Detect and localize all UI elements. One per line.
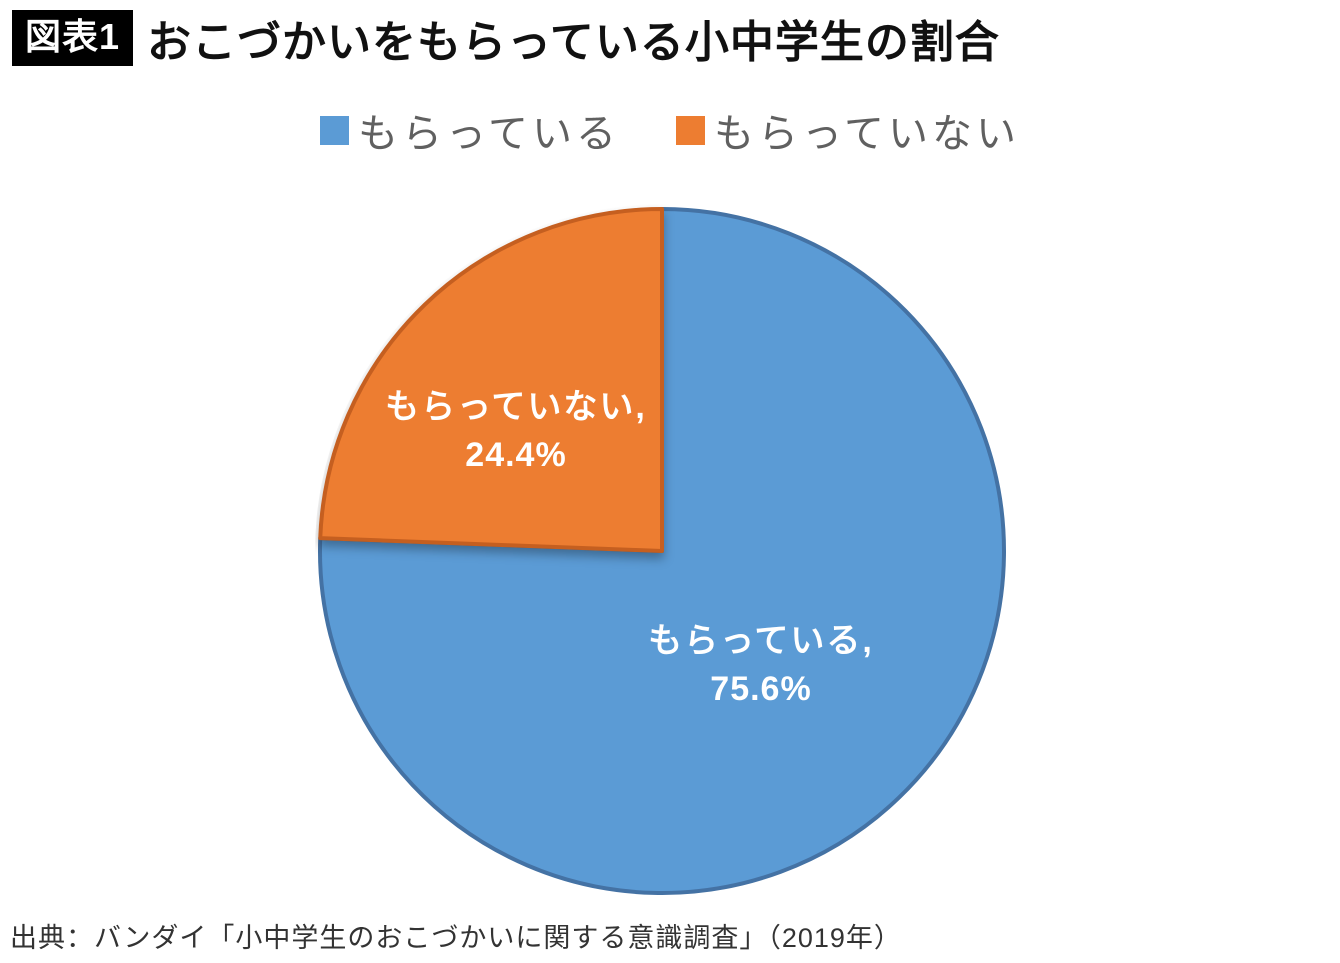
legend-label-receiving: もらっている (358, 112, 620, 156)
pie-chart: もらっている, 75.6% もらっていない, 24.4% (312, 201, 1012, 901)
legend-label-not-receiving: もらっていない (714, 112, 1020, 156)
legend-item-not-receiving: もらっていない (676, 101, 1020, 159)
slice-label-receiving: もらっている, 75.6% (648, 617, 874, 713)
slice-label-not-receiving-percent: 24.4% (465, 436, 567, 474)
source-note: 出典：バンダイ「小中学生のおこづかいに関する意識調査」（2019年） (10, 923, 902, 953)
pie-svg (318, 207, 1006, 895)
chart-legend: もらっている もらっていない (0, 102, 1340, 158)
slice-label-receiving-name: もらっている, (648, 622, 874, 660)
figure-header: 図表1 おこづかいをもらっている小中学生の割合 (12, 6, 1000, 70)
figure-title: おこづかいをもらっている小中学生の割合 (147, 18, 1000, 67)
slice-label-not-receiving: もらっていない, 24.4% (385, 383, 647, 479)
legend-swatch-orange-icon (676, 115, 705, 145)
pie-slice-1 (318, 207, 664, 553)
legend-swatch-blue-icon (320, 115, 349, 145)
legend-item-receiving: もらっている (320, 101, 620, 159)
slice-label-receiving-percent: 75.6% (710, 670, 812, 708)
figure-badge: 図表1 (12, 10, 134, 66)
slice-label-not-receiving-name: もらっていない, (385, 388, 647, 426)
